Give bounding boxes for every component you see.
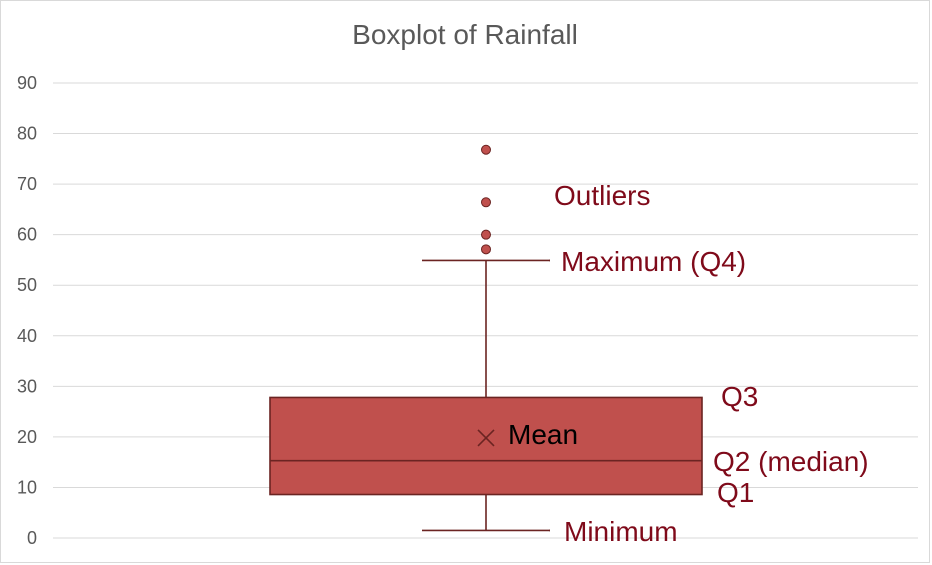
- y-tick-label: 20: [17, 427, 37, 447]
- annotation-maximum: Maximum (Q4): [561, 246, 746, 277]
- mean-marker: [477, 429, 495, 447]
- outlier-point: [481, 197, 491, 208]
- outlier-point: [481, 229, 491, 240]
- outlier-point: [481, 144, 491, 155]
- y-tick-label: 90: [17, 73, 37, 93]
- y-tick-label: 0: [27, 528, 37, 548]
- y-tick-label: 80: [17, 124, 37, 144]
- y-tick-label: 60: [17, 225, 37, 245]
- y-tick-label: 40: [17, 326, 37, 346]
- y-tick-label: 10: [17, 477, 37, 497]
- annotation-q3: Q3: [721, 381, 758, 412]
- outlier-point: [481, 244, 491, 255]
- iqr-box: [269, 396, 703, 496]
- annotation-minimum: Minimum: [564, 516, 678, 547]
- annotation-q1: Q1: [717, 477, 754, 508]
- y-tick-label: 70: [17, 174, 37, 194]
- chart-title: Boxplot of Rainfall: [352, 19, 578, 50]
- annotation-outliers: Outliers: [554, 180, 650, 211]
- y-tick-label: 30: [17, 376, 37, 396]
- y-tick-label: 50: [17, 275, 37, 295]
- annotation-median: Q2 (median): [713, 446, 869, 477]
- annotation-mean: Mean: [508, 419, 578, 450]
